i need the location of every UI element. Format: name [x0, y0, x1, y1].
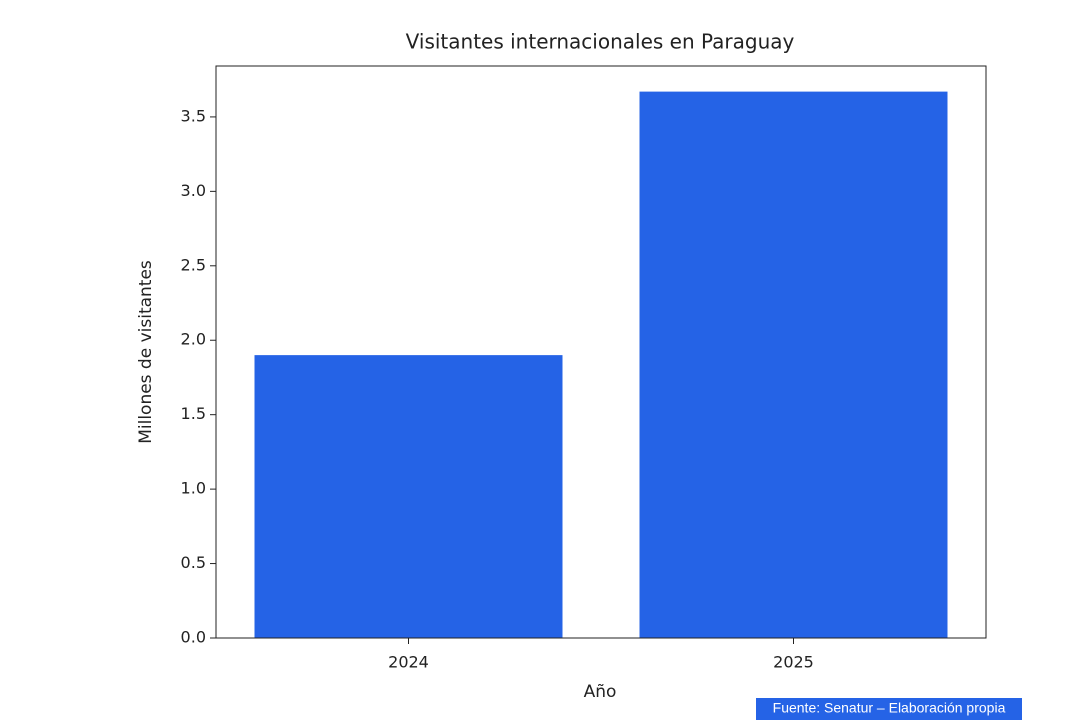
y-tick-label: 0.5 — [181, 553, 206, 572]
y-tick-label: 2.0 — [181, 330, 206, 349]
chart-title: Visitantes internacionales en Paraguay — [406, 30, 795, 54]
bar — [254, 355, 563, 638]
y-tick-label: 3.5 — [181, 106, 206, 125]
bar — [639, 91, 948, 639]
y-axis-label: Millones de visitantes — [136, 260, 156, 444]
y-tick-label: 1.0 — [181, 479, 206, 498]
source-note: Fuente: Senatur – Elaboración propia — [773, 700, 1006, 716]
x-axis-label: Año — [584, 682, 617, 702]
y-tick-label: 0.0 — [181, 628, 206, 647]
y-tick-label: 3.0 — [181, 181, 206, 200]
source-box — [756, 698, 1022, 720]
x-tick-label: 2024 — [388, 653, 429, 672]
y-tick-label: 1.5 — [181, 404, 206, 423]
x-tick-label: 2025 — [773, 653, 814, 672]
plot-frame — [215, 65, 987, 639]
y-tick-label: 2.5 — [181, 255, 206, 274]
